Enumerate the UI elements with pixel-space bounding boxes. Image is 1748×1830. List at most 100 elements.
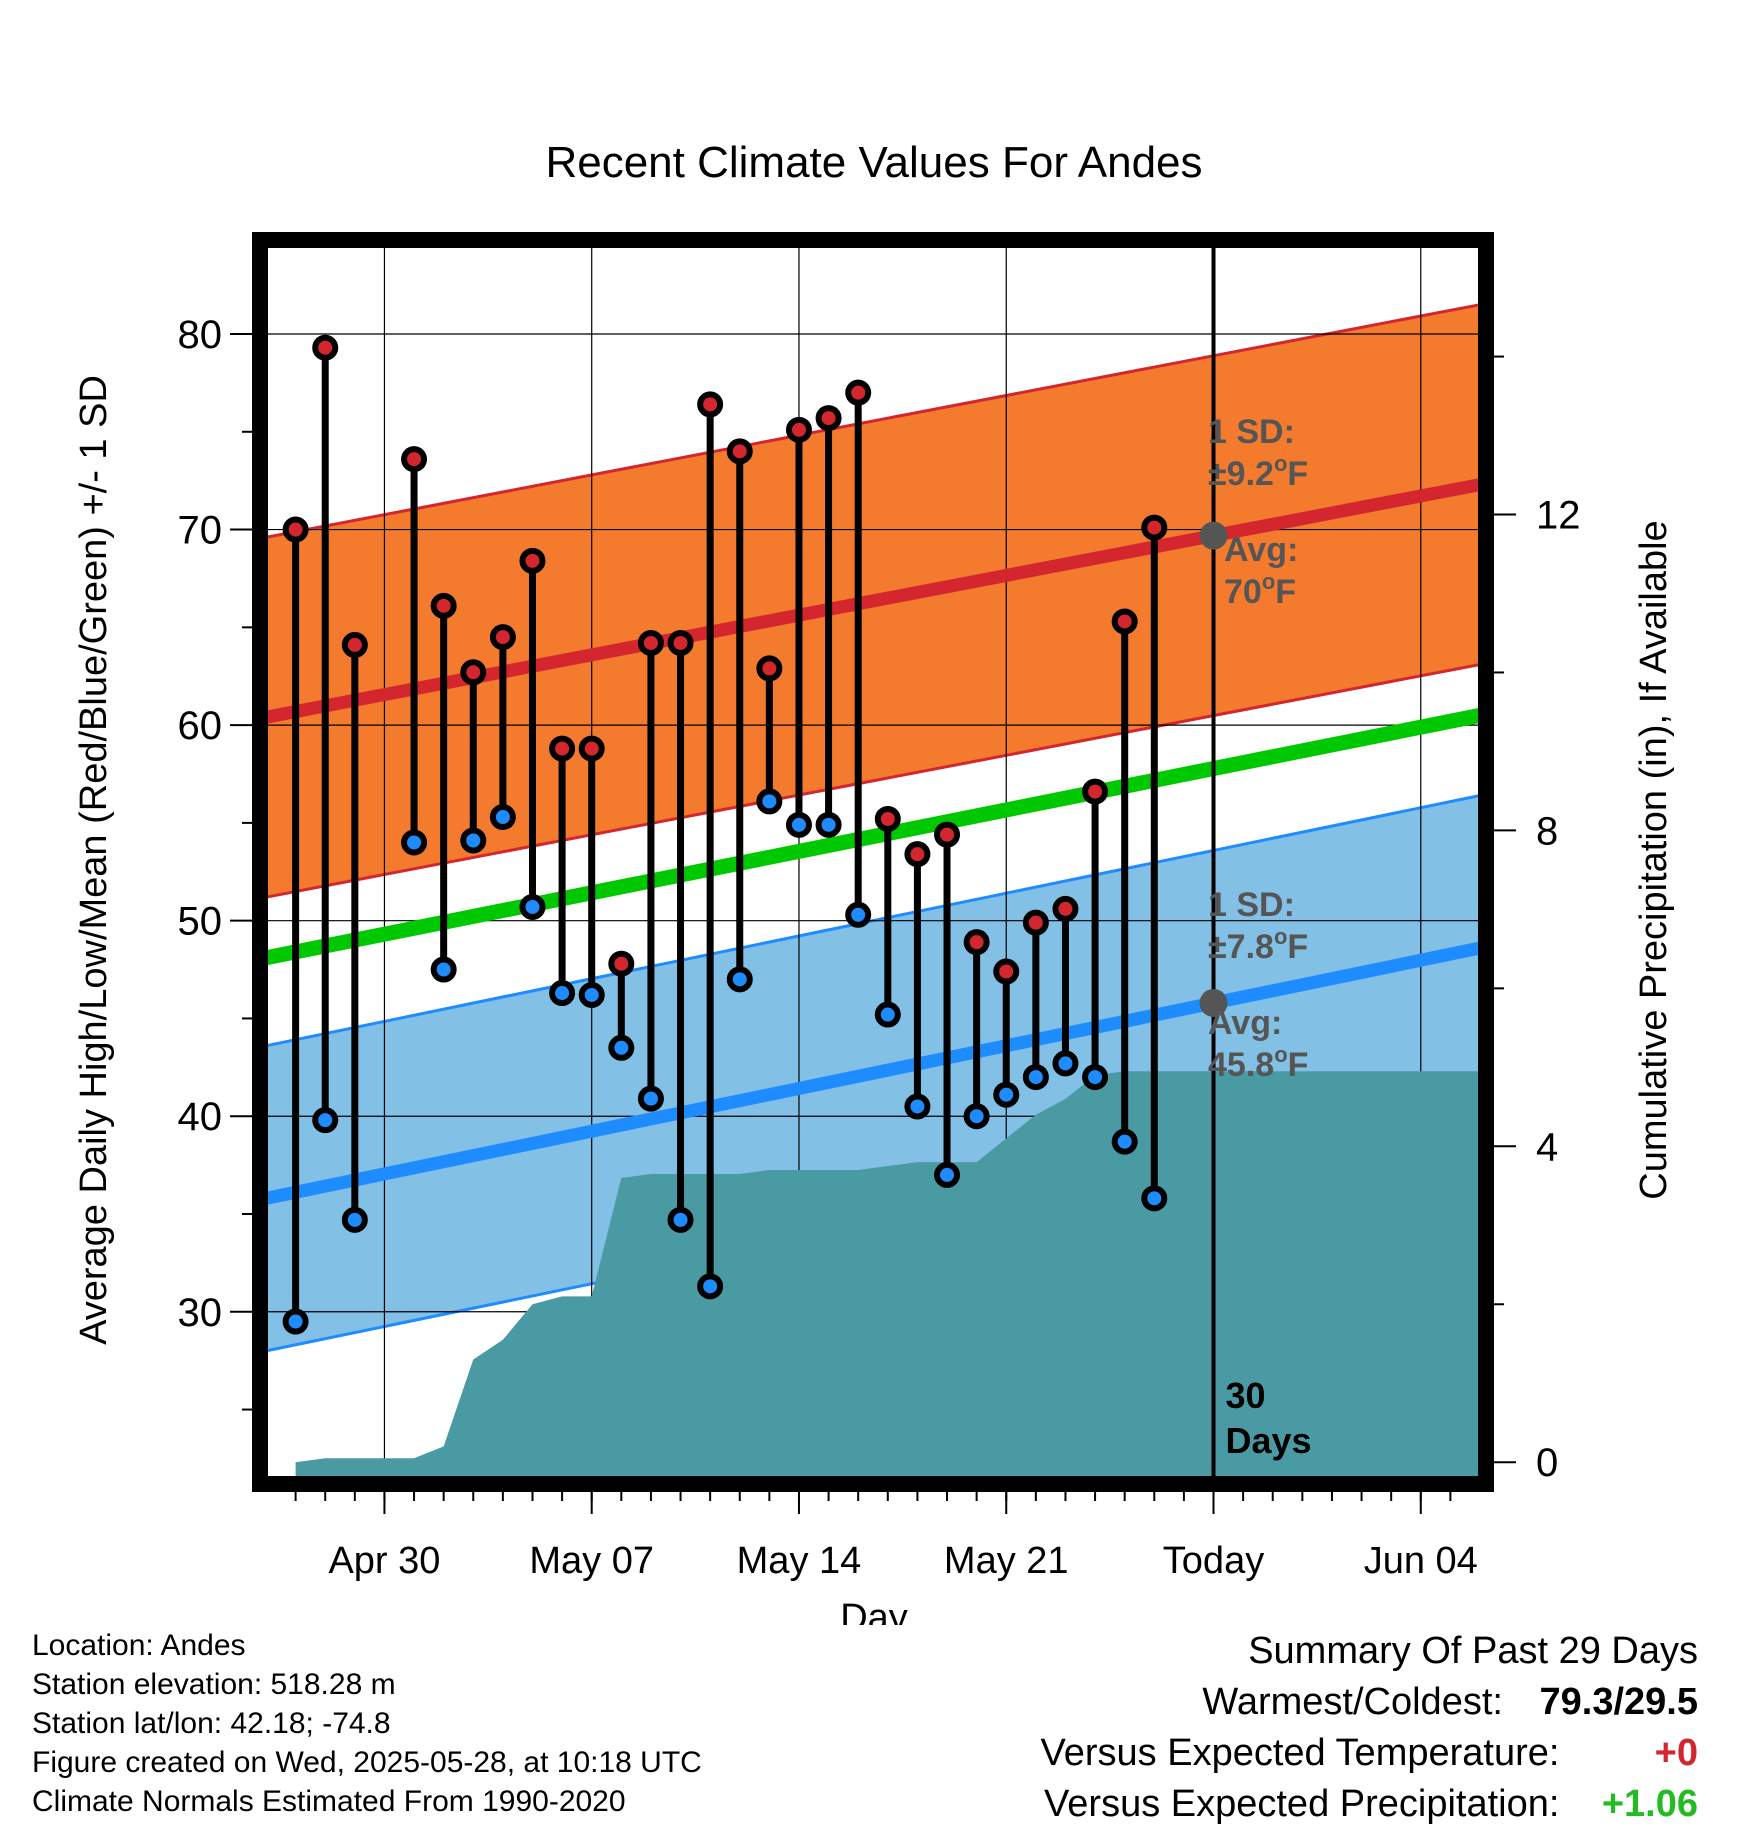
daily-high-marker	[460, 659, 487, 686]
daily-low-marker	[756, 788, 783, 815]
summary-precip-row: Versus Expected Precipitation: +1.06	[1041, 1779, 1698, 1830]
daily-low-marker	[489, 804, 516, 831]
precipitation-area	[295, 1071, 1480, 1478]
daily-high-marker	[845, 379, 872, 406]
high-avg-annotation-line-1: Avg:	[1224, 531, 1298, 569]
x-tick-label: May 07	[529, 1540, 654, 1582]
daily-low-marker	[1141, 1185, 1168, 1212]
x-tick-label: Jun 04	[1364, 1540, 1478, 1582]
y-tick-label: 70	[178, 509, 223, 553]
daily-low-marker	[637, 1085, 664, 1112]
daily-high-marker	[1111, 608, 1138, 635]
daily-high-marker	[401, 446, 428, 473]
high-sd-annotation-line-1: 1 SD:	[1208, 413, 1295, 451]
y-tick-label: 60	[178, 704, 223, 748]
precipitation-layer	[295, 1071, 1480, 1478]
summary-precip-label: Versus Expected Precipitation:	[1044, 1783, 1560, 1825]
daily-high-marker	[963, 929, 990, 956]
daily-low-marker	[993, 1081, 1020, 1108]
low-sd-annotation-degree: o	[1274, 924, 1287, 949]
daily-low-marker	[904, 1093, 931, 1120]
x-tick-label: May 14	[737, 1540, 862, 1582]
high-sd-annotation: 1 SD: ±9.2oF	[1208, 413, 1308, 493]
low-avg-annotation-unit: F	[1288, 1046, 1309, 1084]
observations	[282, 334, 1168, 1335]
daily-low-marker	[1082, 1064, 1109, 1091]
y-tick-label: 80	[178, 313, 223, 357]
latlon-text: Station lat/lon: 42.18; -74.8	[32, 1707, 391, 1740]
normal-mean-line	[264, 707, 1482, 966]
daily-high-marker	[874, 805, 901, 832]
climate-chart: Recent Climate Values For Andes 30 Days 1…	[73, 138, 1675, 1625]
x-tick-label: Today	[1163, 1540, 1264, 1582]
high-avg-annotation-value: 70	[1224, 573, 1262, 611]
daily-high-marker	[1022, 909, 1049, 936]
high-sd-band-lower-edge	[265, 663, 1481, 899]
daily-high-marker	[1082, 778, 1109, 805]
daily-low-marker	[608, 1034, 635, 1061]
daily-high-marker	[637, 629, 664, 656]
high-sd-band-upper-edge	[265, 303, 1481, 539]
daily-low-marker	[312, 1107, 339, 1134]
daily-high-marker	[993, 958, 1020, 985]
summary-precip-value: +1.06	[1601, 1783, 1698, 1825]
today-normal-high-dot	[1199, 521, 1228, 550]
y2-tick-label: 12	[1536, 494, 1581, 538]
today-days-label-line-1: 30	[1226, 1375, 1266, 1416]
station-info: Location: Andes Station elevation: 518.2…	[32, 1626, 702, 1821]
high-avg-annotation-unit: F	[1275, 573, 1296, 611]
daily-high-marker	[282, 516, 309, 543]
daily-high-marker	[519, 547, 546, 574]
plot-frame	[252, 232, 1494, 1492]
high-sd-annotation-value: ±9.2	[1208, 455, 1274, 493]
daily-high-marker	[815, 405, 842, 432]
today-marker: 30 Days	[1211, 246, 1312, 1478]
low-avg-annotation: Avg: 45.8oF	[1208, 1004, 1308, 1084]
y-axis-title: Average Daily High/Low/Mean (Red/Blue/Gr…	[73, 375, 115, 1345]
axes: 30 40 50 60 70 80 0 4 8 12 Apr 30 May 07 May 14 May 2…	[178, 313, 1581, 1582]
y2-tick-label: 8	[1536, 809, 1558, 853]
daily-low-marker	[874, 1001, 901, 1028]
elevation-text: Station elevation: 518.28 m	[32, 1668, 396, 1701]
daily-low-marker	[815, 811, 842, 838]
daily-high-marker	[785, 416, 812, 443]
daily-low-marker	[726, 966, 753, 993]
daily-low-marker	[578, 981, 605, 1008]
daily-low-marker	[430, 956, 457, 983]
y2-axis-title: Cumulative Precipitation (in), If Availa…	[1633, 520, 1675, 1199]
daily-high-marker	[578, 735, 605, 762]
low-sd-annotation-unit: F	[1287, 928, 1308, 966]
summary-temp-value: +0	[1654, 1732, 1698, 1774]
location-text: Location: Andes	[32, 1629, 246, 1662]
summary-panel: Summary Of Past 29 Days Warmest/Coldest:…	[1041, 1626, 1698, 1830]
daily-high-marker	[608, 950, 635, 977]
daily-high-marker	[341, 631, 368, 658]
summary-warmest-value: 79.3/29.5	[1539, 1681, 1698, 1723]
chart-title: Recent Climate Values For Andes	[545, 138, 1202, 187]
daily-high-marker	[312, 334, 339, 361]
daily-low-marker	[460, 827, 487, 854]
y2-tick-label: 0	[1536, 1441, 1558, 1485]
daily-low-marker	[549, 980, 576, 1007]
summary-warmest-row: Warmest/Coldest: 79.3/29.5	[1041, 1677, 1698, 1728]
daily-low-marker	[845, 901, 872, 928]
daily-high-marker	[549, 735, 576, 762]
daily-high-marker	[489, 624, 516, 651]
low-avg-annotation-degree: o	[1274, 1042, 1287, 1067]
summary-warmest-label: Warmest/Coldest:	[1202, 1681, 1503, 1723]
daily-low-marker	[1022, 1064, 1049, 1091]
created-text: Figure created on Wed, 2025-05-28, at 10…	[32, 1746, 702, 1779]
y2-tick-label: 4	[1536, 1125, 1558, 1169]
normals-text: Climate Normals Estimated From 1990-2020	[32, 1785, 626, 1818]
daily-high-marker	[934, 821, 961, 848]
daily-high-marker	[904, 841, 931, 868]
summary-title: Summary Of Past 29 Days	[1248, 1630, 1698, 1672]
x-axis-title: Day	[840, 1597, 908, 1625]
summary-temp-label: Versus Expected Temperature:	[1040, 1732, 1560, 1774]
daily-high-marker	[697, 391, 724, 418]
today-days-label-line-2: Days	[1226, 1420, 1312, 1461]
daily-high-marker	[1052, 895, 1079, 922]
x-tick-label: Apr 30	[328, 1540, 440, 1582]
y-tick-label: 30	[178, 1291, 223, 1335]
